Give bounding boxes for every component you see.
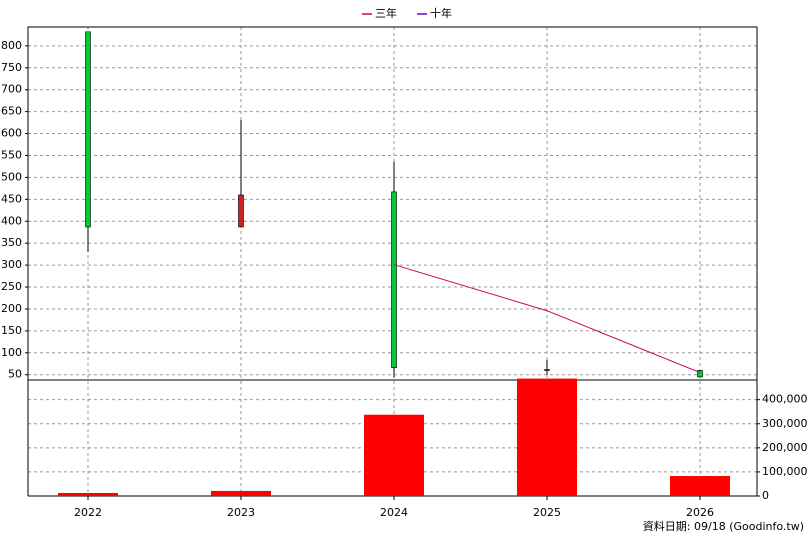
y-tick-label: 150 [1,324,22,337]
candle-body [391,191,397,369]
y-tick-label: 200 [1,302,22,315]
y-tick-label: 100 [1,346,22,359]
y2-tick-label: 0 [762,489,769,502]
volume-bar [364,414,424,496]
y-tick-label: 800 [1,39,22,52]
y-tick-label: 300 [1,258,22,271]
y-tick-label: 550 [1,148,22,161]
y-tick-label: 750 [1,61,22,74]
y2-tick-label: 200,000 [762,441,808,454]
legend-label: 三年 [375,6,397,20]
y-tick-label: 250 [1,280,22,293]
y-tick-label: 600 [1,127,22,140]
x-tick-label: 2026 [686,506,714,519]
y-tick-label: 50 [8,368,22,381]
source-note: 資料日期: 09/18 (Goodinfo.tw) [643,519,804,533]
candle-body [85,31,91,228]
y2-tick-label: 400,000 [762,393,808,406]
candle-body [544,369,550,371]
y-tick-label: 700 [1,83,22,96]
legend-label: 十年 [430,6,452,20]
ma-line [393,264,701,374]
y-tick-label: 650 [1,105,22,118]
x-tick-label: 2022 [74,506,102,519]
y-tick-label: 350 [1,236,22,249]
candle-body [238,194,244,228]
y2-tick-label: 300,000 [762,417,808,430]
y2-tick-label: 100,000 [762,465,808,478]
x-tick-label: 2023 [227,506,255,519]
y-tick-label: 500 [1,170,22,183]
volume-bar [517,378,577,496]
y-tick-label: 450 [1,192,22,205]
volume-bar [670,476,730,496]
volume-bar [211,490,271,496]
volume-bar [58,492,118,496]
candle-body [697,370,703,378]
y-tick-label: 400 [1,214,22,227]
x-tick-label: 2025 [533,506,561,519]
price-frame [27,26,758,381]
x-tick-label: 2024 [380,506,408,519]
